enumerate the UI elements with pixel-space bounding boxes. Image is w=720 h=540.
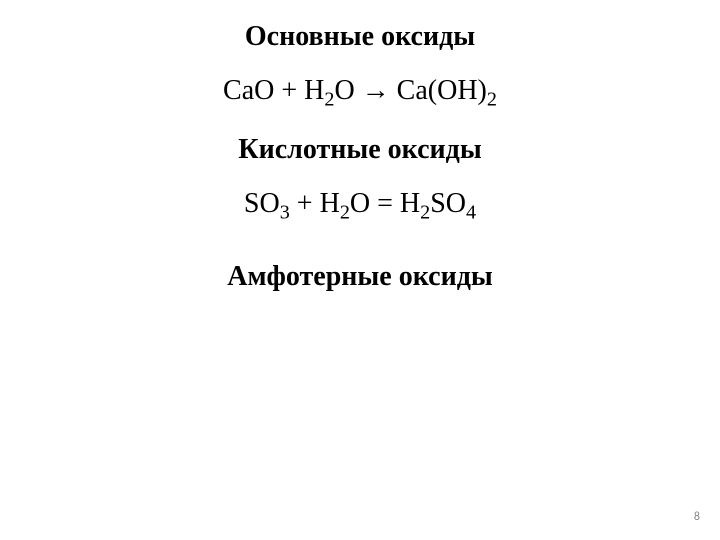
heading-basic-oxides: Основные оксиды (0, 20, 720, 54)
eq-text: CaO + H (223, 75, 324, 106)
equation-basic-oxides: CaO + H2O → Ca(OH)2 (0, 74, 720, 108)
eq-text: O = H (350, 188, 420, 219)
page-number: 8 (694, 510, 700, 524)
eq-text: SO (244, 188, 280, 219)
eq-text: + H (290, 188, 340, 219)
eq-subscript: 4 (466, 201, 476, 223)
equation-acidic-oxides: SO3 + H2O = H2SO4 (0, 187, 720, 221)
slide-content: Основные оксиды CaO + H2O → Ca(OH)2 Кисл… (0, 20, 720, 300)
eq-text: SO (430, 188, 466, 219)
heading-amphoteric-oxides: Амфотерные оксиды (0, 260, 720, 294)
eq-subscript: 2 (340, 201, 350, 223)
heading-acidic-oxides: Кислотные оксиды (0, 133, 720, 167)
eq-subscript: 3 (280, 201, 290, 223)
eq-subscript: 2 (324, 88, 334, 110)
eq-subscript: 2 (487, 88, 497, 110)
eq-text: O → Ca(OH) (334, 75, 486, 106)
eq-subscript: 2 (420, 201, 430, 223)
